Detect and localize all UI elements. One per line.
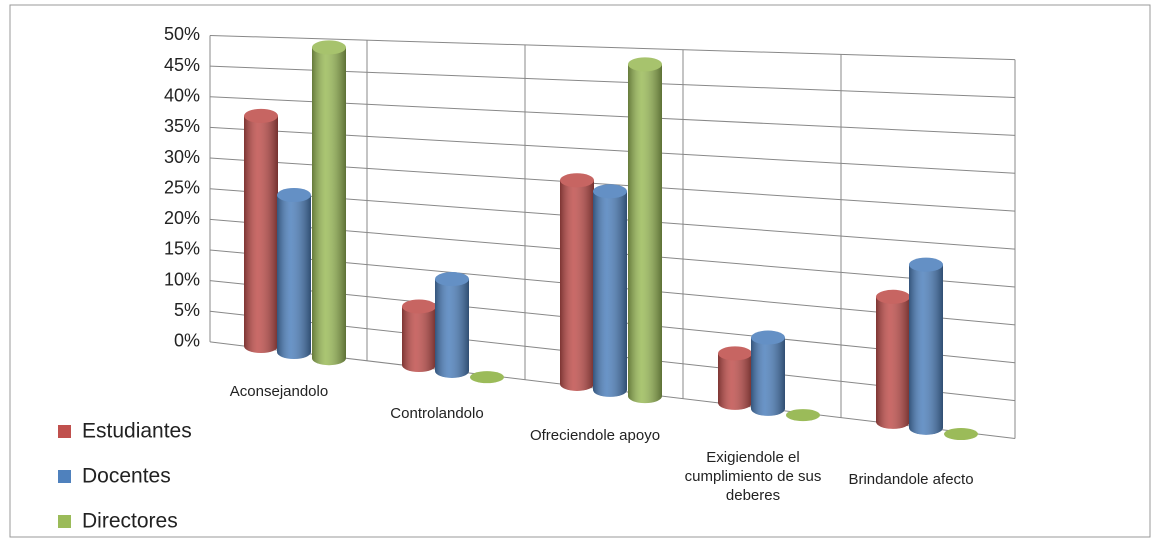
cylinder <box>312 40 346 366</box>
cylinder-top <box>560 173 594 188</box>
x-tick-label: Aconsejandolo <box>229 383 329 400</box>
cylinder-base <box>470 371 504 384</box>
cylinder-top-shine <box>593 184 627 199</box>
cylinder-top <box>593 184 627 199</box>
cylinder <box>876 289 910 429</box>
y-tick-label: 0% <box>174 331 200 351</box>
legend-label: Docentes <box>82 465 171 488</box>
cylinder-top-shine <box>751 330 785 345</box>
y-tick-label: 10% <box>164 269 200 289</box>
cylinder-top-shine <box>312 40 346 55</box>
cylinder <box>628 57 662 404</box>
y-tick-label: 35% <box>164 116 200 136</box>
cylinder-base <box>944 428 978 441</box>
cylinder-shade <box>876 296 910 429</box>
y-tick-label: 20% <box>164 208 200 228</box>
legend-swatch <box>58 470 71 483</box>
cylinder <box>244 108 278 354</box>
cylinder-shade <box>751 337 785 416</box>
cylinder-shade <box>593 191 627 397</box>
cylinder-shade <box>277 195 311 359</box>
cylinder <box>435 272 469 378</box>
y-tick-label: 5% <box>174 300 200 320</box>
cylinder <box>718 346 752 410</box>
cylinder-top-shine <box>402 299 436 314</box>
cylinder-shade <box>244 115 278 354</box>
cylinder <box>277 188 311 359</box>
cylinder-top <box>751 330 785 345</box>
cylinder-top-shine <box>560 173 594 188</box>
cylinder-base <box>786 409 820 422</box>
cylinder <box>593 184 627 397</box>
x-tick-label: Ofreciendole apoyo <box>529 426 661 444</box>
cylinder-top <box>876 289 910 304</box>
x-tick-label: Controlandolo <box>390 404 484 422</box>
legend-label: Directores <box>82 510 178 533</box>
grid-line <box>209 34 1016 61</box>
cylinder <box>909 257 943 435</box>
cylinder <box>470 371 504 384</box>
cylinder-top-shine <box>718 346 752 361</box>
y-tick-label: 40% <box>164 86 200 106</box>
cylinder-top <box>628 57 662 72</box>
cylinder-shade <box>435 279 469 378</box>
x-tick-label: Brindandole afecto <box>848 470 974 488</box>
cylinder-top <box>312 40 346 55</box>
cylinder <box>786 409 820 422</box>
cylinder-top-shine <box>628 57 662 72</box>
y-tick-label: 15% <box>164 239 200 259</box>
cylinder-shade <box>402 306 436 372</box>
cylinder-top <box>435 272 469 287</box>
y-tick-label: 25% <box>164 177 200 197</box>
legend-label: Estudiantes <box>82 420 192 443</box>
cylinder-shade <box>628 64 662 404</box>
cylinder-top-shine <box>909 257 943 272</box>
y-tick-label: 45% <box>164 55 200 75</box>
legend-swatch <box>58 515 71 528</box>
cylinder-top <box>277 188 311 202</box>
cylinder <box>944 428 978 441</box>
cylinder-shade <box>312 47 346 366</box>
cylinder-top-shine <box>244 108 278 123</box>
cylinder-top <box>244 108 278 123</box>
cylinder <box>751 330 785 416</box>
cylinder-shade <box>718 353 752 410</box>
cylinder-top-shine <box>876 289 910 304</box>
y-tick-label: 50% <box>164 24 200 44</box>
cylinder-shade <box>909 264 943 435</box>
legend-swatch <box>58 425 71 438</box>
cylinder-top <box>402 299 436 314</box>
cylinder <box>560 173 594 391</box>
cylinder-top-shine <box>435 272 469 287</box>
x-tick-label: Exigiendole el cumplimiento de sus deber… <box>684 448 822 504</box>
y-tick-label: 30% <box>164 147 200 167</box>
cylinder-top-shine <box>277 188 311 202</box>
cylinder-shade <box>560 180 594 391</box>
cylinder <box>402 299 436 372</box>
cylinder-top <box>718 346 752 361</box>
cylinder-top <box>909 257 943 272</box>
